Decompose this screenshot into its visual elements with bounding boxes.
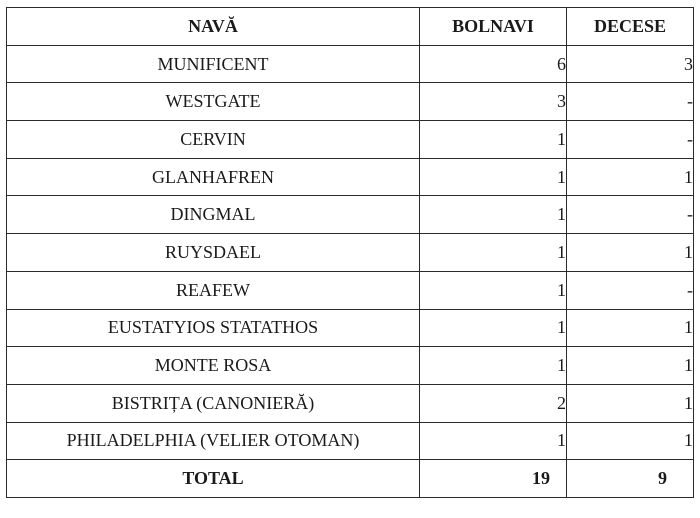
ship-name-cell: RUYSDAEL <box>6 233 420 272</box>
death-count-cell: 1 <box>566 233 694 272</box>
death-count-cell: 1 <box>566 421 694 461</box>
total-label-cell: TOTAL <box>6 459 420 498</box>
total-deaths-cell: 9 <box>566 459 694 498</box>
total-row: TOTAL 19 9 <box>6 459 694 498</box>
sick-count-cell: 1 <box>419 157 567 197</box>
sick-count-cell: 1 <box>419 308 567 348</box>
ship-name-cell: BISTRIȚA (CANONIERĂ) <box>6 383 420 423</box>
table-row: BISTRIȚA (CANONIERĂ) 2 1 <box>6 383 694 423</box>
sick-count-cell: 1 <box>419 233 567 272</box>
table-body: MUNIFICENT 6 3 WESTGATE 3 - CERVIN 1 - G… <box>6 44 694 498</box>
column-header-deaths: DECESE <box>566 7 694 46</box>
table-row: MUNIFICENT 6 3 <box>6 44 694 84</box>
column-header-sick: BOLNAVI <box>419 7 567 46</box>
table-row: DINGMAL 1 - <box>6 195 694 235</box>
sick-count-cell: 6 <box>419 44 567 84</box>
ship-name-cell: MONTE ROSA <box>6 346 420 385</box>
ship-name-cell: GLANHAFREN <box>6 157 420 197</box>
death-count-cell: - <box>566 120 694 159</box>
ship-name-cell: PHILADELPHIA (VELIER OTOMAN) <box>6 421 420 461</box>
table-row: WESTGATE 3 - <box>6 82 694 122</box>
table-row: PHILADELPHIA (VELIER OTOMAN) 1 1 <box>6 421 694 461</box>
sick-count-cell: 1 <box>419 421 567 461</box>
ship-name-cell: CERVIN <box>6 120 420 159</box>
sick-count-cell: 2 <box>419 383 567 423</box>
table-row: RUYSDAEL 1 1 <box>6 233 694 272</box>
table-header: NAVĂ BOLNAVI DECESE <box>6 7 694 46</box>
ship-name-cell: REAFEW <box>6 270 420 310</box>
death-count-cell: 1 <box>566 157 694 197</box>
ship-name-cell: EUSTATYIOS STATATHOS <box>6 308 420 348</box>
column-header-ship: NAVĂ <box>6 7 420 46</box>
death-count-cell: 1 <box>566 308 694 348</box>
death-count-cell: - <box>566 82 694 122</box>
header-row: NAVĂ BOLNAVI DECESE <box>6 7 694 46</box>
ship-name-cell: WESTGATE <box>6 82 420 122</box>
table-row: GLANHAFREN 1 1 <box>6 157 694 197</box>
death-count-cell: - <box>566 195 694 235</box>
death-count-cell: 1 <box>566 383 694 423</box>
table-row: MONTE ROSA 1 1 <box>6 346 694 385</box>
death-count-cell: - <box>566 270 694 310</box>
table-row: CERVIN 1 - <box>6 120 694 159</box>
sick-count-cell: 1 <box>419 270 567 310</box>
sick-count-cell: 1 <box>419 346 567 385</box>
death-count-cell: 3 <box>566 44 694 84</box>
table-row: EUSTATYIOS STATATHOS 1 1 <box>6 308 694 348</box>
ship-casualty-table: NAVĂ BOLNAVI DECESE MUNIFICENT 6 3 WESTG… <box>6 7 694 498</box>
table-row: REAFEW 1 - <box>6 270 694 310</box>
ship-name-cell: DINGMAL <box>6 195 420 235</box>
sick-count-cell: 1 <box>419 195 567 235</box>
ship-name-cell: MUNIFICENT <box>6 44 420 84</box>
sick-count-cell: 1 <box>419 120 567 159</box>
sick-count-cell: 3 <box>419 82 567 122</box>
total-sick-cell: 19 <box>419 459 567 498</box>
death-count-cell: 1 <box>566 346 694 385</box>
